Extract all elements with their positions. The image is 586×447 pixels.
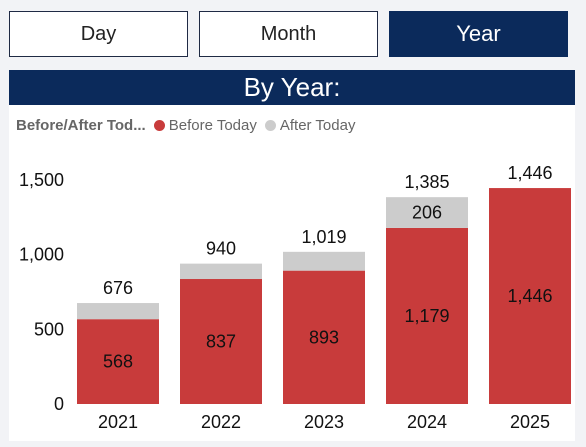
chart-legend: Before/After Tod... Before Today After T… <box>16 116 363 134</box>
legend-item-after-today[interactable]: After Today <box>264 116 356 134</box>
segment-label: 837 <box>206 332 236 352</box>
bar-segment-after <box>180 263 262 280</box>
legend-swatch-after-today <box>264 119 276 131</box>
bar-segment-after <box>77 303 159 320</box>
x-tick-label: 2022 <box>201 412 241 432</box>
segment-label: 568 <box>103 352 133 372</box>
bar-segment-before <box>489 188 571 404</box>
y-tick-label: 1,000 <box>19 245 64 265</box>
x-tick-label: 2024 <box>407 412 447 432</box>
legend-title: Before/After Tod... <box>16 116 146 134</box>
legend-item-before-today[interactable]: Before Today <box>153 116 257 134</box>
segment-label: 206 <box>412 203 442 223</box>
legend-label-after-today: After Today <box>279 116 356 134</box>
total-label: 940 <box>206 239 236 259</box>
bar-segment-before <box>77 319 159 404</box>
x-tick-label: 2023 <box>304 412 344 432</box>
bar-segment-before <box>386 227 468 404</box>
tab-month[interactable]: Month <box>199 11 378 57</box>
total-label: 1,446 <box>507 163 552 183</box>
bar-segment-after <box>386 197 468 228</box>
y-tick-label: 1,500 <box>19 170 64 190</box>
bar-segment-before <box>180 279 262 404</box>
total-label: 1,385 <box>404 172 449 192</box>
legend-swatch-before-today <box>153 119 165 131</box>
total-label: 676 <box>103 278 133 298</box>
section-banner: By Year: <box>9 70 575 105</box>
y-tick-label: 500 <box>34 319 64 339</box>
tab-year[interactable]: Year <box>389 11 568 57</box>
segment-label: 1,446 <box>507 286 552 306</box>
legend-label-before-today: Before Today <box>168 116 257 134</box>
x-tick-label: 2025 <box>510 412 550 432</box>
bar-segment-before <box>283 270 365 404</box>
tab-day[interactable]: Day <box>9 11 188 57</box>
segment-label: 1,179 <box>404 306 449 326</box>
x-tick-label: 2021 <box>98 412 138 432</box>
segment-label: 893 <box>309 327 339 347</box>
total-label: 1,019 <box>301 227 346 247</box>
y-tick-label: 0 <box>54 394 64 414</box>
bar-segment-after <box>283 251 365 271</box>
